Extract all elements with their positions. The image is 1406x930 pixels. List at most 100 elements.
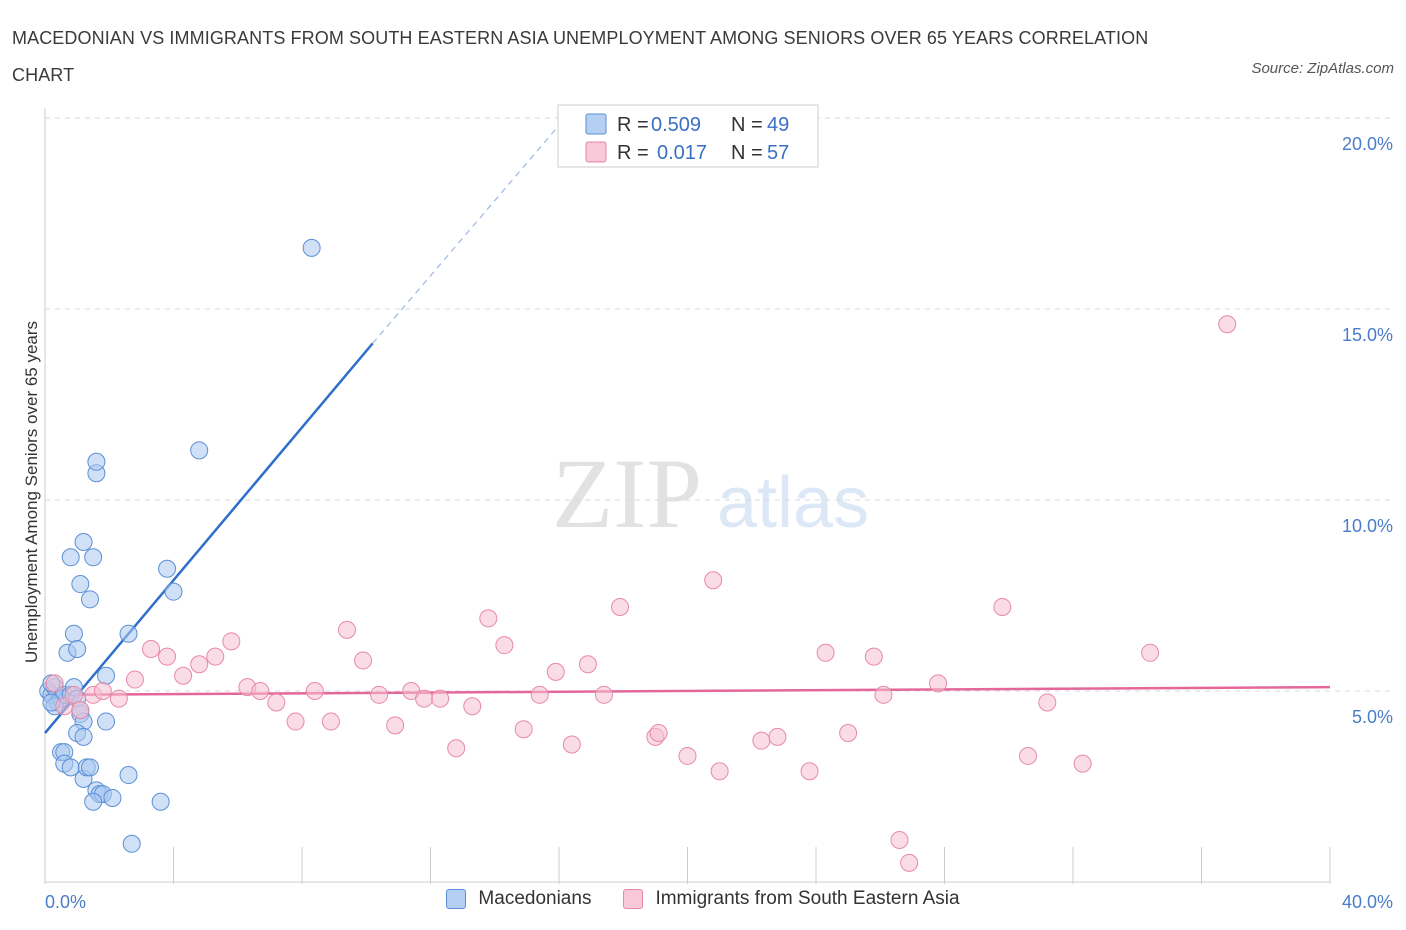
immigrant-point: [546, 662, 565, 681]
immigrant-point: [839, 724, 858, 743]
immigrant-point: [251, 682, 270, 700]
legend-n-value-2: 57: [767, 142, 789, 164]
immigrant-point: [64, 685, 83, 704]
y-tick-label: 10.0%: [1342, 516, 1393, 536]
y-tick-label: 20.0%: [1342, 134, 1393, 154]
immigrant-point: [816, 643, 835, 662]
y-tick-label: 5.0%: [1352, 707, 1393, 727]
immigrant-point: [354, 651, 373, 670]
immigrant-point: [562, 735, 581, 754]
data-points: [39, 238, 1237, 872]
macedonian-point: [164, 582, 183, 601]
legend-item-macedonians: Macedonians: [446, 888, 591, 910]
immigrant-point: [370, 685, 389, 704]
macedonian-point: [84, 792, 103, 811]
macedonian-point: [80, 758, 99, 777]
y-axis-title: Unemployment Among Seniors over 65 years: [22, 321, 41, 663]
legend-swatch-immigrants: [585, 141, 607, 163]
immigrant-point: [594, 685, 613, 704]
stats-legend: R = 0.509 N = 49 R = 0.017 N = 57: [557, 104, 819, 168]
macedonian-point: [119, 624, 138, 643]
immigrant-point: [337, 620, 356, 639]
immigrant-point: [890, 830, 909, 849]
immigrant-point: [174, 666, 193, 685]
series-legend: Macedonians Immigrants from South Easter…: [0, 888, 1406, 910]
immigrant-point: [222, 632, 241, 651]
immigrant-point: [649, 724, 668, 743]
watermark-atlas: atlas: [717, 463, 869, 543]
immigrant-point: [447, 739, 466, 758]
immigrant-point: [611, 597, 630, 616]
legend-swatch-blue: [446, 889, 467, 909]
immigrant-point: [993, 597, 1012, 616]
macedonian-point: [302, 238, 321, 257]
immigrant-point: [710, 762, 729, 781]
macedonian-point: [151, 792, 170, 811]
x-tick-label-max: 40.0%: [1342, 892, 1393, 912]
immigrant-point: [190, 655, 209, 674]
immigrant-point: [321, 712, 340, 731]
source-label: Source: ZipAtlas.com: [1251, 60, 1394, 77]
macedonian-point: [84, 548, 103, 567]
immigrant-point: [514, 720, 533, 739]
macedonian-point: [97, 712, 116, 731]
macedonian-point: [122, 834, 141, 853]
immigrant-point: [678, 746, 697, 765]
legend-r-value-2: 0.017: [657, 142, 707, 164]
legend-label-macedonians: Macedonians: [478, 888, 592, 909]
immigrant-point: [206, 647, 225, 666]
immigrant-point: [874, 685, 893, 704]
immigrant-point: [479, 609, 498, 628]
legend-n-value-1: 49: [767, 114, 789, 136]
immigrant-point: [286, 712, 305, 731]
immigrant-point: [929, 674, 948, 693]
legend-swatch-pink: [623, 889, 644, 909]
macedonian-point: [74, 533, 93, 552]
macedonian-point: [71, 575, 90, 594]
immigrant-point: [93, 682, 112, 700]
legend-n-label-2: N =: [731, 142, 763, 164]
legend-r-label-2: R =: [617, 142, 649, 164]
macedonian-trend-line: [44, 342, 374, 734]
immigrant-point: [495, 636, 514, 655]
immigrant-point: [1038, 693, 1057, 712]
axes: 5.0% 10.0% 15.0% 20.0% 0.0% 40.0%: [44, 108, 1393, 912]
immigrant-point: [158, 647, 177, 666]
macedonian-point: [190, 441, 209, 460]
immigrant-point: [463, 697, 482, 716]
macedonian-point: [64, 624, 83, 643]
immigrant-point: [1218, 315, 1237, 334]
immigrant-point: [431, 689, 450, 708]
x-tick-label-min: 0.0%: [45, 892, 86, 912]
macedonian-point: [119, 766, 138, 785]
immigrant-point: [109, 689, 128, 708]
immigrant-point: [415, 689, 434, 708]
macedonian-point: [61, 548, 80, 567]
macedonian-point: [158, 559, 177, 578]
immigrant-point: [1141, 643, 1160, 662]
macedonian-point: [97, 666, 116, 685]
immigrant-point: [704, 571, 723, 590]
immigrant-point: [768, 727, 787, 746]
chart-title: MACEDONIAN VS IMMIGRANTS FROM SOUTH EAST…: [12, 28, 1149, 85]
grid-lines: [45, 117, 1390, 692]
macedonian-point: [74, 727, 93, 746]
immigrant-point: [1073, 754, 1092, 773]
immigrant-point: [900, 853, 919, 872]
immigrant-point: [305, 682, 324, 700]
immigrant-point: [752, 731, 771, 750]
immigrant-point: [45, 674, 64, 693]
immigrant-point: [125, 670, 144, 689]
immigrant-point: [267, 693, 286, 712]
legend-item-immigrants: Immigrants from South Eastern Asia: [623, 888, 960, 910]
macedonian-point: [80, 590, 99, 609]
macedonian-point: [68, 639, 87, 658]
y-tick-label: 15.0%: [1342, 325, 1393, 345]
immigrant-point: [578, 655, 597, 674]
legend-swatch-macedonians: [585, 113, 607, 135]
immigrant-point: [142, 639, 161, 658]
immigrant-point: [71, 701, 90, 720]
immigrant-point: [530, 685, 549, 704]
watermark-zip: ZIP: [552, 438, 702, 549]
